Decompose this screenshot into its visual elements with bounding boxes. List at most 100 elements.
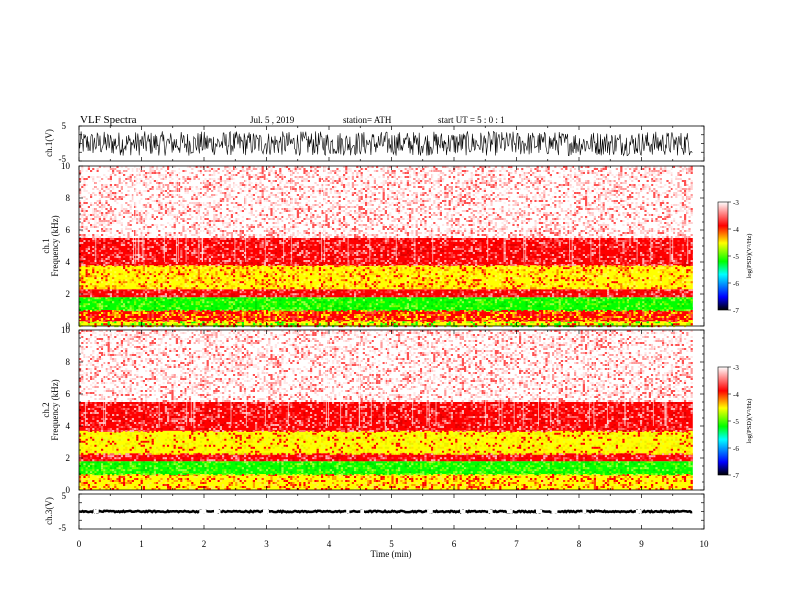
spectrogram-cell bbox=[510, 320, 513, 322]
spectrogram-cell bbox=[255, 314, 258, 316]
spectrogram-cell bbox=[530, 314, 533, 316]
spectrogram-cell bbox=[160, 265, 163, 268]
spectrogram-cell bbox=[607, 299, 610, 302]
spectrogram-cell bbox=[523, 303, 526, 306]
spectrogram-cell bbox=[578, 312, 581, 314]
spectrogram-cell bbox=[105, 320, 108, 322]
spectrogram-cell bbox=[305, 289, 308, 292]
spectrogram-cell bbox=[206, 316, 209, 318]
spectrogram-cell bbox=[565, 320, 568, 322]
spectrogram-cell bbox=[393, 277, 396, 280]
spectrogram-cell bbox=[398, 293, 401, 296]
spectrogram-cell bbox=[510, 277, 513, 280]
spectrogram-cell bbox=[373, 281, 376, 284]
spectrogram-cell bbox=[433, 289, 436, 292]
spectrogram-cell bbox=[215, 307, 218, 310]
spectrogram-cell bbox=[248, 318, 251, 320]
spectrogram-cell bbox=[248, 295, 251, 298]
spectrogram-cell bbox=[547, 305, 550, 308]
spectrogram-cell bbox=[120, 291, 123, 294]
spectrogram-cell bbox=[505, 287, 508, 290]
spectrogram-cell bbox=[356, 316, 359, 318]
spectrogram-cell bbox=[578, 316, 581, 318]
spectrogram-cell bbox=[325, 287, 328, 290]
spectrogram-cell bbox=[147, 279, 150, 282]
spectrogram-cell bbox=[244, 321, 247, 324]
spectrogram-cell bbox=[446, 305, 449, 308]
spectrogram-cell bbox=[521, 285, 524, 288]
spectrogram-cell bbox=[90, 267, 93, 270]
spectrogram-cell bbox=[85, 283, 88, 286]
spectrogram-cell bbox=[565, 323, 568, 326]
spectrogram-cell bbox=[164, 316, 167, 318]
spectrogram-cell bbox=[391, 269, 394, 272]
spectrogram-cell bbox=[292, 299, 295, 302]
spectrogram-cell bbox=[151, 287, 154, 290]
spectrogram-cell bbox=[681, 265, 684, 268]
spectrogram-cell bbox=[600, 301, 603, 304]
spectrogram-cell bbox=[554, 293, 557, 296]
spectrogram-cell bbox=[464, 281, 467, 284]
spectrogram-cell bbox=[327, 273, 330, 276]
spectrogram-cell bbox=[472, 281, 475, 284]
spectrogram-cell bbox=[490, 299, 493, 302]
spectrogram-cell bbox=[288, 305, 291, 308]
spectrogram-cell bbox=[373, 316, 376, 318]
spectrogram-cell bbox=[123, 269, 126, 272]
spectrogram-cell bbox=[624, 309, 627, 312]
spectrogram-cell bbox=[615, 273, 618, 276]
spectrogram-cell bbox=[169, 310, 172, 312]
spectrogram-cell bbox=[402, 283, 405, 286]
spectrogram-cell bbox=[644, 285, 647, 288]
spectrogram-cell bbox=[398, 312, 401, 314]
spectrogram-cell bbox=[237, 305, 240, 308]
spectrogram-cell bbox=[378, 283, 381, 286]
spectrogram-cell bbox=[521, 309, 524, 312]
spectrogram-cell bbox=[193, 310, 196, 312]
spectrogram-cell bbox=[411, 277, 414, 280]
spectrogram-cell bbox=[596, 277, 599, 280]
spectrogram-cell bbox=[450, 299, 453, 302]
spectrogram-cell bbox=[310, 305, 313, 308]
spectrogram-cell bbox=[422, 299, 425, 302]
spectrogram-cell bbox=[145, 287, 148, 290]
spectrogram-cell bbox=[681, 303, 684, 306]
spectrogram-cell bbox=[593, 312, 596, 314]
spectrogram-cell bbox=[437, 297, 440, 300]
spectrogram-cell bbox=[609, 316, 612, 318]
spectrogram-cell bbox=[453, 297, 456, 300]
spectrogram-cell bbox=[369, 273, 372, 276]
spectrogram-cell bbox=[494, 301, 497, 304]
spectrogram-cell bbox=[365, 316, 368, 318]
spectrogram-cell bbox=[450, 289, 453, 292]
spectrogram-cell bbox=[560, 285, 563, 288]
spectrogram-cell bbox=[393, 269, 396, 272]
spectrogram-cell bbox=[343, 267, 346, 270]
spectrogram-cell bbox=[554, 309, 557, 312]
spectrogram-cell bbox=[662, 285, 665, 288]
spectrogram-cell bbox=[107, 293, 110, 296]
spectrogram-cell bbox=[532, 321, 535, 324]
spectrogram-cell bbox=[215, 271, 218, 274]
spectrogram-cell bbox=[446, 265, 449, 268]
spectrogram-cell bbox=[158, 291, 161, 294]
spectrogram-cell bbox=[226, 285, 229, 288]
spectrogram-cell bbox=[563, 269, 566, 272]
spectrogram-cell bbox=[162, 301, 165, 304]
spectrogram-cell bbox=[681, 285, 684, 288]
spectrogram-cell bbox=[92, 314, 95, 316]
spectrogram-cell bbox=[387, 285, 390, 288]
spectrogram-cell bbox=[153, 295, 156, 298]
spectrogram-cell bbox=[646, 269, 649, 272]
spectrogram-cell bbox=[626, 301, 629, 304]
spectrogram-cell bbox=[345, 283, 348, 286]
spectrogram-cell bbox=[582, 299, 585, 302]
spectrogram-cell bbox=[244, 305, 247, 308]
spectrogram-cell bbox=[481, 295, 484, 298]
spectrogram-cell bbox=[611, 309, 614, 312]
spectrogram-cell bbox=[332, 293, 335, 296]
spectrogram-cell bbox=[314, 320, 317, 322]
spectrogram-cell bbox=[428, 285, 431, 288]
spectrogram-cell bbox=[589, 269, 592, 272]
spectrogram-cell bbox=[499, 265, 502, 268]
